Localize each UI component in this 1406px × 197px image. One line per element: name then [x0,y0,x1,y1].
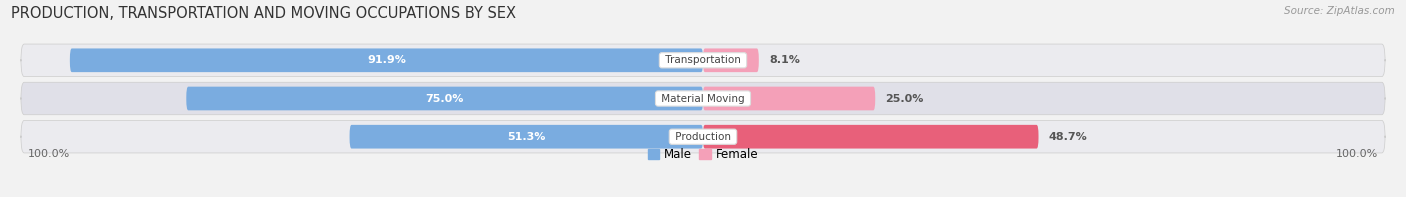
FancyBboxPatch shape [703,125,1039,149]
FancyBboxPatch shape [186,87,703,110]
FancyBboxPatch shape [21,44,1385,76]
FancyBboxPatch shape [70,48,703,72]
Text: 75.0%: 75.0% [426,94,464,103]
FancyBboxPatch shape [350,125,703,149]
Text: PRODUCTION, TRANSPORTATION AND MOVING OCCUPATIONS BY SEX: PRODUCTION, TRANSPORTATION AND MOVING OC… [11,6,516,21]
FancyBboxPatch shape [21,121,1385,153]
FancyBboxPatch shape [703,87,875,110]
Legend: Male, Female: Male, Female [643,143,763,166]
FancyBboxPatch shape [703,48,759,72]
Text: Source: ZipAtlas.com: Source: ZipAtlas.com [1284,6,1395,16]
Text: 91.9%: 91.9% [367,55,406,65]
Text: 8.1%: 8.1% [769,55,800,65]
Text: Material Moving: Material Moving [658,94,748,103]
Text: 51.3%: 51.3% [508,132,546,142]
Text: Production: Production [672,132,734,142]
Text: 48.7%: 48.7% [1049,132,1088,142]
Text: 100.0%: 100.0% [1336,149,1378,159]
Text: 25.0%: 25.0% [886,94,924,103]
Text: Transportation: Transportation [662,55,744,65]
FancyBboxPatch shape [21,82,1385,115]
Text: 100.0%: 100.0% [28,149,70,159]
